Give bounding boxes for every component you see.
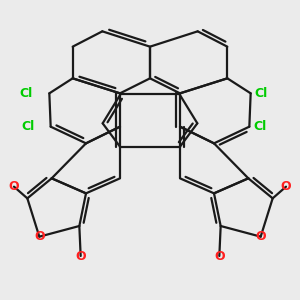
Text: O: O	[75, 250, 86, 262]
Text: Cl: Cl	[21, 120, 34, 133]
Text: O: O	[34, 230, 45, 243]
Text: Cl: Cl	[253, 120, 266, 133]
Text: O: O	[281, 180, 291, 193]
Text: Cl: Cl	[254, 87, 268, 100]
Text: O: O	[214, 250, 225, 262]
Text: Cl: Cl	[20, 87, 33, 100]
Text: O: O	[9, 180, 19, 193]
Text: O: O	[255, 230, 266, 243]
